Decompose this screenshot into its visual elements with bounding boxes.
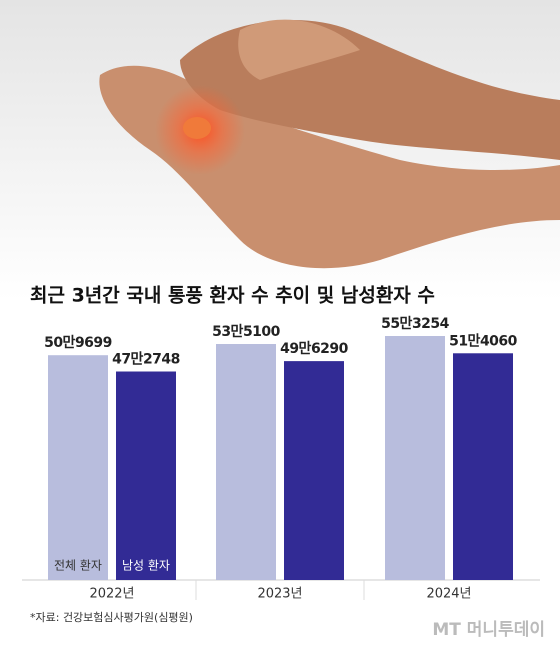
bar — [48, 355, 108, 580]
chart-title: 최근 3년간 국내 통풍 환자 수 추이 및 남성환자 수 — [30, 285, 435, 307]
x-tick-label: 2023년 — [257, 587, 302, 602]
value-label: 53만5100 — [212, 324, 281, 340]
source: *자료: 건강보험심사평가원(심평원) — [30, 611, 193, 624]
logo: MT 머니투데이 — [432, 620, 545, 640]
photo — [0, 0, 560, 300]
legend-label: 남성 환자 — [122, 559, 170, 573]
value-label: 51만4060 — [449, 333, 518, 349]
value-label: 50만9699 — [44, 335, 112, 351]
bar — [453, 353, 513, 580]
x-tick-label: 2022년 — [89, 587, 134, 602]
legend-label: 전체 환자 — [54, 559, 102, 573]
value-label: 49만6290 — [280, 341, 349, 357]
bar — [385, 336, 445, 580]
bar — [284, 361, 344, 580]
x-tick-label: 2024년 — [426, 587, 471, 602]
bar — [116, 371, 176, 580]
value-label: 55만3254 — [381, 316, 450, 332]
value-label: 47만2748 — [112, 352, 180, 368]
bar — [216, 344, 276, 580]
